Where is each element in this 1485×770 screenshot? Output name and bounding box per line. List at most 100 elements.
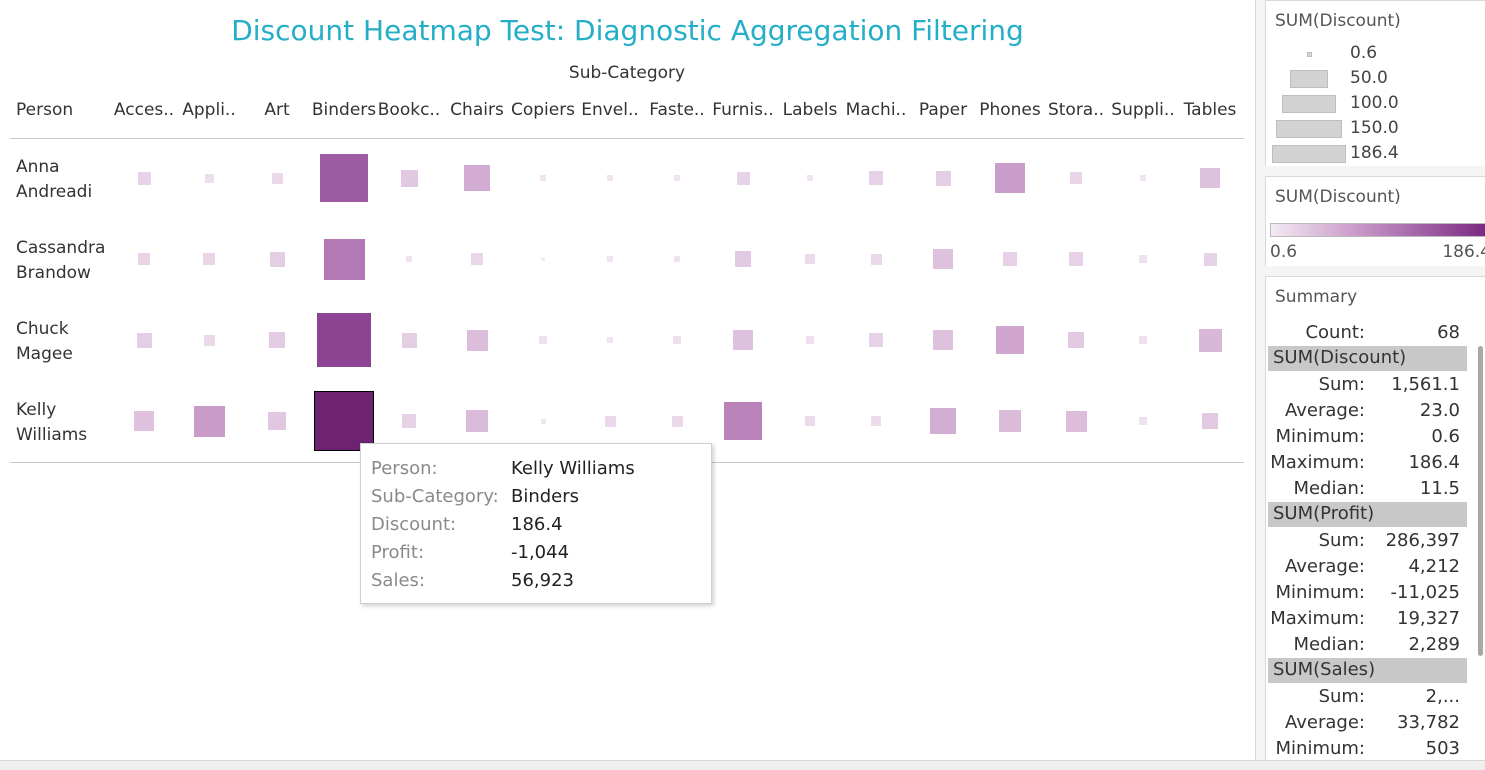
size-legend-card[interactable]: SUM(Discount) 0.6 50.0 100.0 150.0 186.4	[1265, 0, 1485, 166]
heatmap-cell[interactable]	[995, 163, 1025, 193]
heatmap-cell[interactable]	[674, 256, 680, 262]
row-label-0[interactable]: Anna Andreadi	[16, 155, 92, 205]
heatmap-cell[interactable]	[471, 253, 483, 265]
column-header-1[interactable]: Appli..	[182, 100, 236, 120]
summary-section-title: SUM(Profit)	[1273, 503, 1375, 524]
heatmap-cell[interactable]	[464, 165, 490, 191]
heatmap-cell[interactable]	[1139, 255, 1147, 263]
heatmap-cell[interactable]	[320, 154, 368, 202]
heatmap-cell[interactable]	[869, 171, 883, 185]
column-header-9[interactable]: Furnis..	[712, 100, 774, 120]
column-header-8[interactable]: Faste..	[649, 100, 705, 120]
column-header-5[interactable]: Chairs	[450, 100, 504, 120]
heatmap-cell[interactable]	[203, 253, 215, 265]
heatmap-cell[interactable]	[540, 175, 546, 181]
heatmap-cell[interactable]	[871, 416, 881, 426]
heatmap-cell[interactable]	[137, 171, 151, 185]
column-header-2[interactable]: Art	[264, 100, 290, 120]
column-header-7[interactable]: Envel..	[581, 100, 639, 120]
heatmap-cell[interactable]	[999, 410, 1021, 432]
heatmap-cell[interactable]	[607, 175, 613, 181]
heatmap-cell[interactable]	[1202, 413, 1218, 429]
heatmap-cell[interactable]	[541, 257, 545, 261]
heatmap-cell[interactable]	[870, 253, 882, 265]
heatmap-cell[interactable]	[733, 330, 753, 350]
heatmap-cell[interactable]	[134, 411, 154, 431]
heatmap-cell[interactable]	[724, 402, 762, 440]
heatmap-cell[interactable]	[1065, 410, 1087, 432]
column-header-4[interactable]: Bookc..	[377, 100, 441, 120]
heatmap-cell[interactable]	[466, 410, 488, 432]
summary-scrollbar[interactable]	[1478, 346, 1483, 656]
heatmap-cell[interactable]	[1003, 252, 1017, 266]
column-header-11[interactable]: Machi..	[845, 100, 907, 120]
heatmap-cell[interactable]	[736, 171, 750, 185]
heatmap-cell[interactable]	[933, 330, 953, 350]
color-legend-card[interactable]: SUM(Discount) 0.6 186.4	[1265, 176, 1485, 266]
column-header-16[interactable]: Tables	[1183, 100, 1237, 120]
row-label-2[interactable]: Chuck Magee	[16, 317, 73, 367]
heatmap-cell[interactable]	[1070, 172, 1082, 184]
heatmap-cell[interactable]	[136, 332, 152, 348]
heatmap-cell[interactable]	[269, 332, 285, 348]
heatmap-cell[interactable]	[806, 336, 814, 344]
summary-row: Median: 11.5	[1266, 476, 1466, 502]
heatmap-cell[interactable]	[138, 253, 150, 265]
summary-count-label: Count:	[1305, 322, 1365, 343]
heatmap-cell[interactable]	[314, 391, 374, 451]
heatmap-cell[interactable]	[401, 332, 417, 348]
heatmap-cell[interactable]	[673, 336, 681, 344]
heatmap-cell[interactable]	[1200, 168, 1220, 188]
row-label-line1: Chuck	[16, 319, 69, 339]
heatmap-cell[interactable]	[466, 329, 488, 351]
heatmap-cell[interactable]	[869, 333, 883, 347]
heatmap-cell[interactable]	[604, 415, 616, 427]
heatmap-cell[interactable]	[193, 405, 225, 437]
heatmap-cell[interactable]	[406, 256, 412, 262]
heatmap-cell[interactable]	[1140, 175, 1146, 181]
heatmap-cell[interactable]	[805, 254, 815, 264]
heatmap-cell[interactable]	[1139, 417, 1147, 425]
heatmap-cell[interactable]	[735, 251, 751, 267]
row-label-3[interactable]: Kelly Williams	[16, 398, 87, 448]
heatmap-cell[interactable]	[269, 251, 285, 267]
heatmap-cell[interactable]	[607, 256, 613, 262]
heatmap-cell[interactable]	[204, 173, 214, 183]
heatmap-cell[interactable]	[805, 416, 815, 426]
heatmap-cell[interactable]	[268, 412, 286, 430]
heatmap-cell[interactable]	[935, 170, 951, 186]
heatmap-cell[interactable]	[996, 326, 1024, 354]
heatmap-cell[interactable]	[1139, 336, 1147, 344]
heatmap-cell[interactable]	[1203, 252, 1217, 266]
column-header-14[interactable]: Stora..	[1047, 100, 1105, 120]
column-header-15[interactable]: Suppli..	[1111, 100, 1175, 120]
heatmap-cell[interactable]	[933, 249, 953, 269]
heatmap-cell[interactable]	[1068, 332, 1084, 348]
heatmap-cell[interactable]	[607, 337, 613, 343]
heatmap-cell[interactable]	[203, 334, 215, 346]
column-header-3[interactable]: Binders	[311, 100, 377, 120]
heatmap-cell[interactable]	[402, 414, 416, 428]
column-header-12[interactable]: Paper	[918, 100, 968, 120]
heatmap-cell[interactable]	[400, 169, 418, 187]
heatmap-cell[interactable]	[323, 238, 365, 280]
heatmap-cell[interactable]	[271, 172, 283, 184]
heatmap-cell[interactable]	[1069, 252, 1083, 266]
heatmap-cell[interactable]	[930, 408, 956, 434]
column-header-13[interactable]: Phones	[979, 100, 1041, 120]
row-label-1[interactable]: Cassandra Brandow	[16, 236, 105, 286]
column-header-10[interactable]: Labels	[782, 100, 838, 120]
heatmap-cell[interactable]	[539, 336, 547, 344]
column-header-0[interactable]: Acces..	[113, 100, 175, 120]
heatmap-cell[interactable]	[540, 418, 546, 424]
heatmap-cell[interactable]	[671, 415, 683, 427]
summary-value: 286,397	[1385, 530, 1460, 551]
heatmap-cell[interactable]	[317, 313, 371, 367]
heatmap-cell[interactable]	[674, 175, 680, 181]
row-label-line1: Cassandra	[16, 238, 106, 258]
heatmap-cell[interactable]	[807, 175, 813, 181]
column-header-6[interactable]: Copiers	[510, 100, 576, 120]
summary-card[interactable]: Summary Count: 68 SUM(Discount) Sum: 1,561…	[1265, 276, 1485, 760]
heatmap-cell[interactable]	[1198, 328, 1222, 352]
row-label-line2: Williams	[16, 425, 88, 445]
